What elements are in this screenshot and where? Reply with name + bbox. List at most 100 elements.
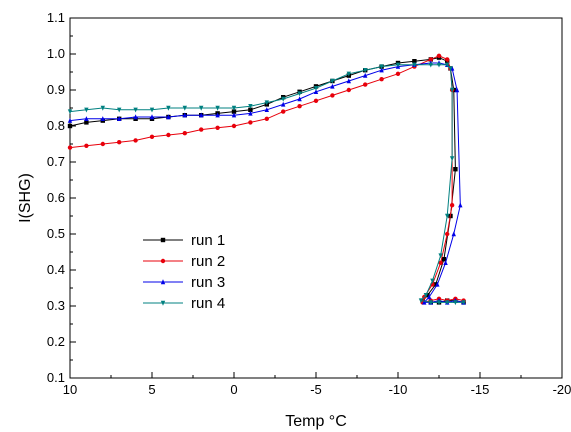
data-point — [149, 107, 155, 113]
data-point — [264, 100, 269, 106]
series-3 — [67, 60, 466, 305]
y-tick-label: 0.6 — [47, 190, 65, 205]
data-point — [435, 281, 440, 287]
axis-ticks: 10 5 0 -5 -10 -15 -20 0.1 0.2 0.3 0.4 0.5 0.6 0.7 0.8 0… — [47, 10, 571, 397]
plot-frame — [69, 17, 563, 379]
data-point — [166, 105, 171, 111]
data-point — [313, 86, 319, 91]
data-point — [436, 62, 442, 68]
data-point — [428, 57, 433, 62]
data-point — [84, 107, 89, 113]
legend-label: run 4 — [191, 295, 225, 312]
data-point — [346, 87, 351, 93]
data-point — [436, 53, 442, 58]
data-point — [445, 57, 450, 62]
data-point — [433, 282, 438, 287]
data-point — [430, 278, 435, 284]
data-point — [412, 59, 417, 64]
data-point — [199, 105, 204, 111]
x-axis-title: Temp °C — [285, 413, 347, 430]
data-point — [84, 116, 89, 121]
data-point — [379, 64, 384, 70]
series-line — [69, 57, 464, 303]
data-point — [231, 123, 237, 129]
legend-label: run 1 — [191, 232, 225, 249]
data-point — [67, 145, 73, 150]
data-point — [438, 260, 443, 265]
data-point — [231, 105, 237, 111]
data-point — [426, 294, 432, 300]
data-point — [199, 127, 204, 132]
data-point — [281, 96, 286, 102]
data-point — [313, 89, 319, 94]
legend-item: run 4 — [143, 295, 225, 312]
data-point — [438, 253, 443, 259]
data-point — [297, 104, 302, 109]
series-4 — [67, 62, 466, 306]
x-tick-label: 5 — [148, 382, 155, 397]
data-point — [215, 112, 220, 118]
data-point — [84, 143, 89, 148]
y-tick-label: 0.7 — [47, 154, 65, 169]
data-point — [84, 120, 89, 125]
data-point — [443, 260, 448, 265]
data-point — [313, 98, 319, 104]
data-point — [149, 114, 155, 120]
data-point — [248, 104, 253, 109]
x-tick-label: -5 — [310, 382, 322, 397]
data-point — [231, 109, 237, 114]
data-point — [453, 167, 458, 172]
data-point — [67, 117, 73, 123]
legend-marker — [160, 279, 166, 285]
legend: run 1 run 2 run 3 run 4 — [143, 232, 225, 312]
x-tick-label: -15 — [471, 382, 490, 397]
data-point — [451, 231, 456, 237]
data-point — [281, 109, 286, 114]
data-point — [330, 78, 335, 84]
data-point — [297, 96, 302, 102]
legend-marker — [160, 300, 166, 306]
data-point — [100, 141, 106, 147]
data-point — [422, 299, 427, 305]
data-point — [448, 66, 453, 72]
data-point — [248, 120, 253, 125]
data-point — [248, 110, 253, 116]
series-line — [69, 64, 464, 303]
data-point — [117, 116, 122, 121]
data-point — [428, 300, 433, 306]
legend-label: run 2 — [191, 253, 225, 270]
data-point — [445, 62, 450, 68]
data-point — [100, 105, 105, 111]
data-point — [248, 107, 253, 112]
data-point — [231, 112, 237, 118]
data-point — [379, 77, 384, 82]
legend-item: run 3 — [143, 274, 225, 291]
data-point — [166, 132, 171, 138]
data-point — [395, 62, 401, 68]
series-1 — [67, 55, 466, 305]
legend-label: run 3 — [191, 274, 225, 291]
y-tick-label: 0.1 — [47, 370, 65, 385]
x-tick-label: -10 — [389, 382, 408, 397]
data-point — [166, 114, 171, 120]
data-point — [330, 83, 335, 89]
data-point — [425, 293, 430, 298]
data-point — [346, 78, 351, 84]
data-point — [454, 87, 460, 93]
y-tick-label: 0.9 — [47, 82, 65, 97]
data-point — [395, 71, 401, 77]
data-point — [363, 82, 368, 87]
data-point — [458, 202, 463, 208]
y-tick-label: 0.8 — [47, 118, 65, 133]
data-point — [445, 300, 450, 306]
data-point — [264, 116, 269, 122]
data-point — [449, 87, 455, 93]
y-axis-title: I(SHG) — [17, 173, 34, 223]
data-point — [133, 138, 138, 143]
data-point — [363, 72, 368, 78]
series-line — [69, 55, 464, 304]
data-point — [67, 123, 73, 129]
x-tick-label: -20 — [553, 382, 571, 397]
data-point — [449, 203, 455, 208]
